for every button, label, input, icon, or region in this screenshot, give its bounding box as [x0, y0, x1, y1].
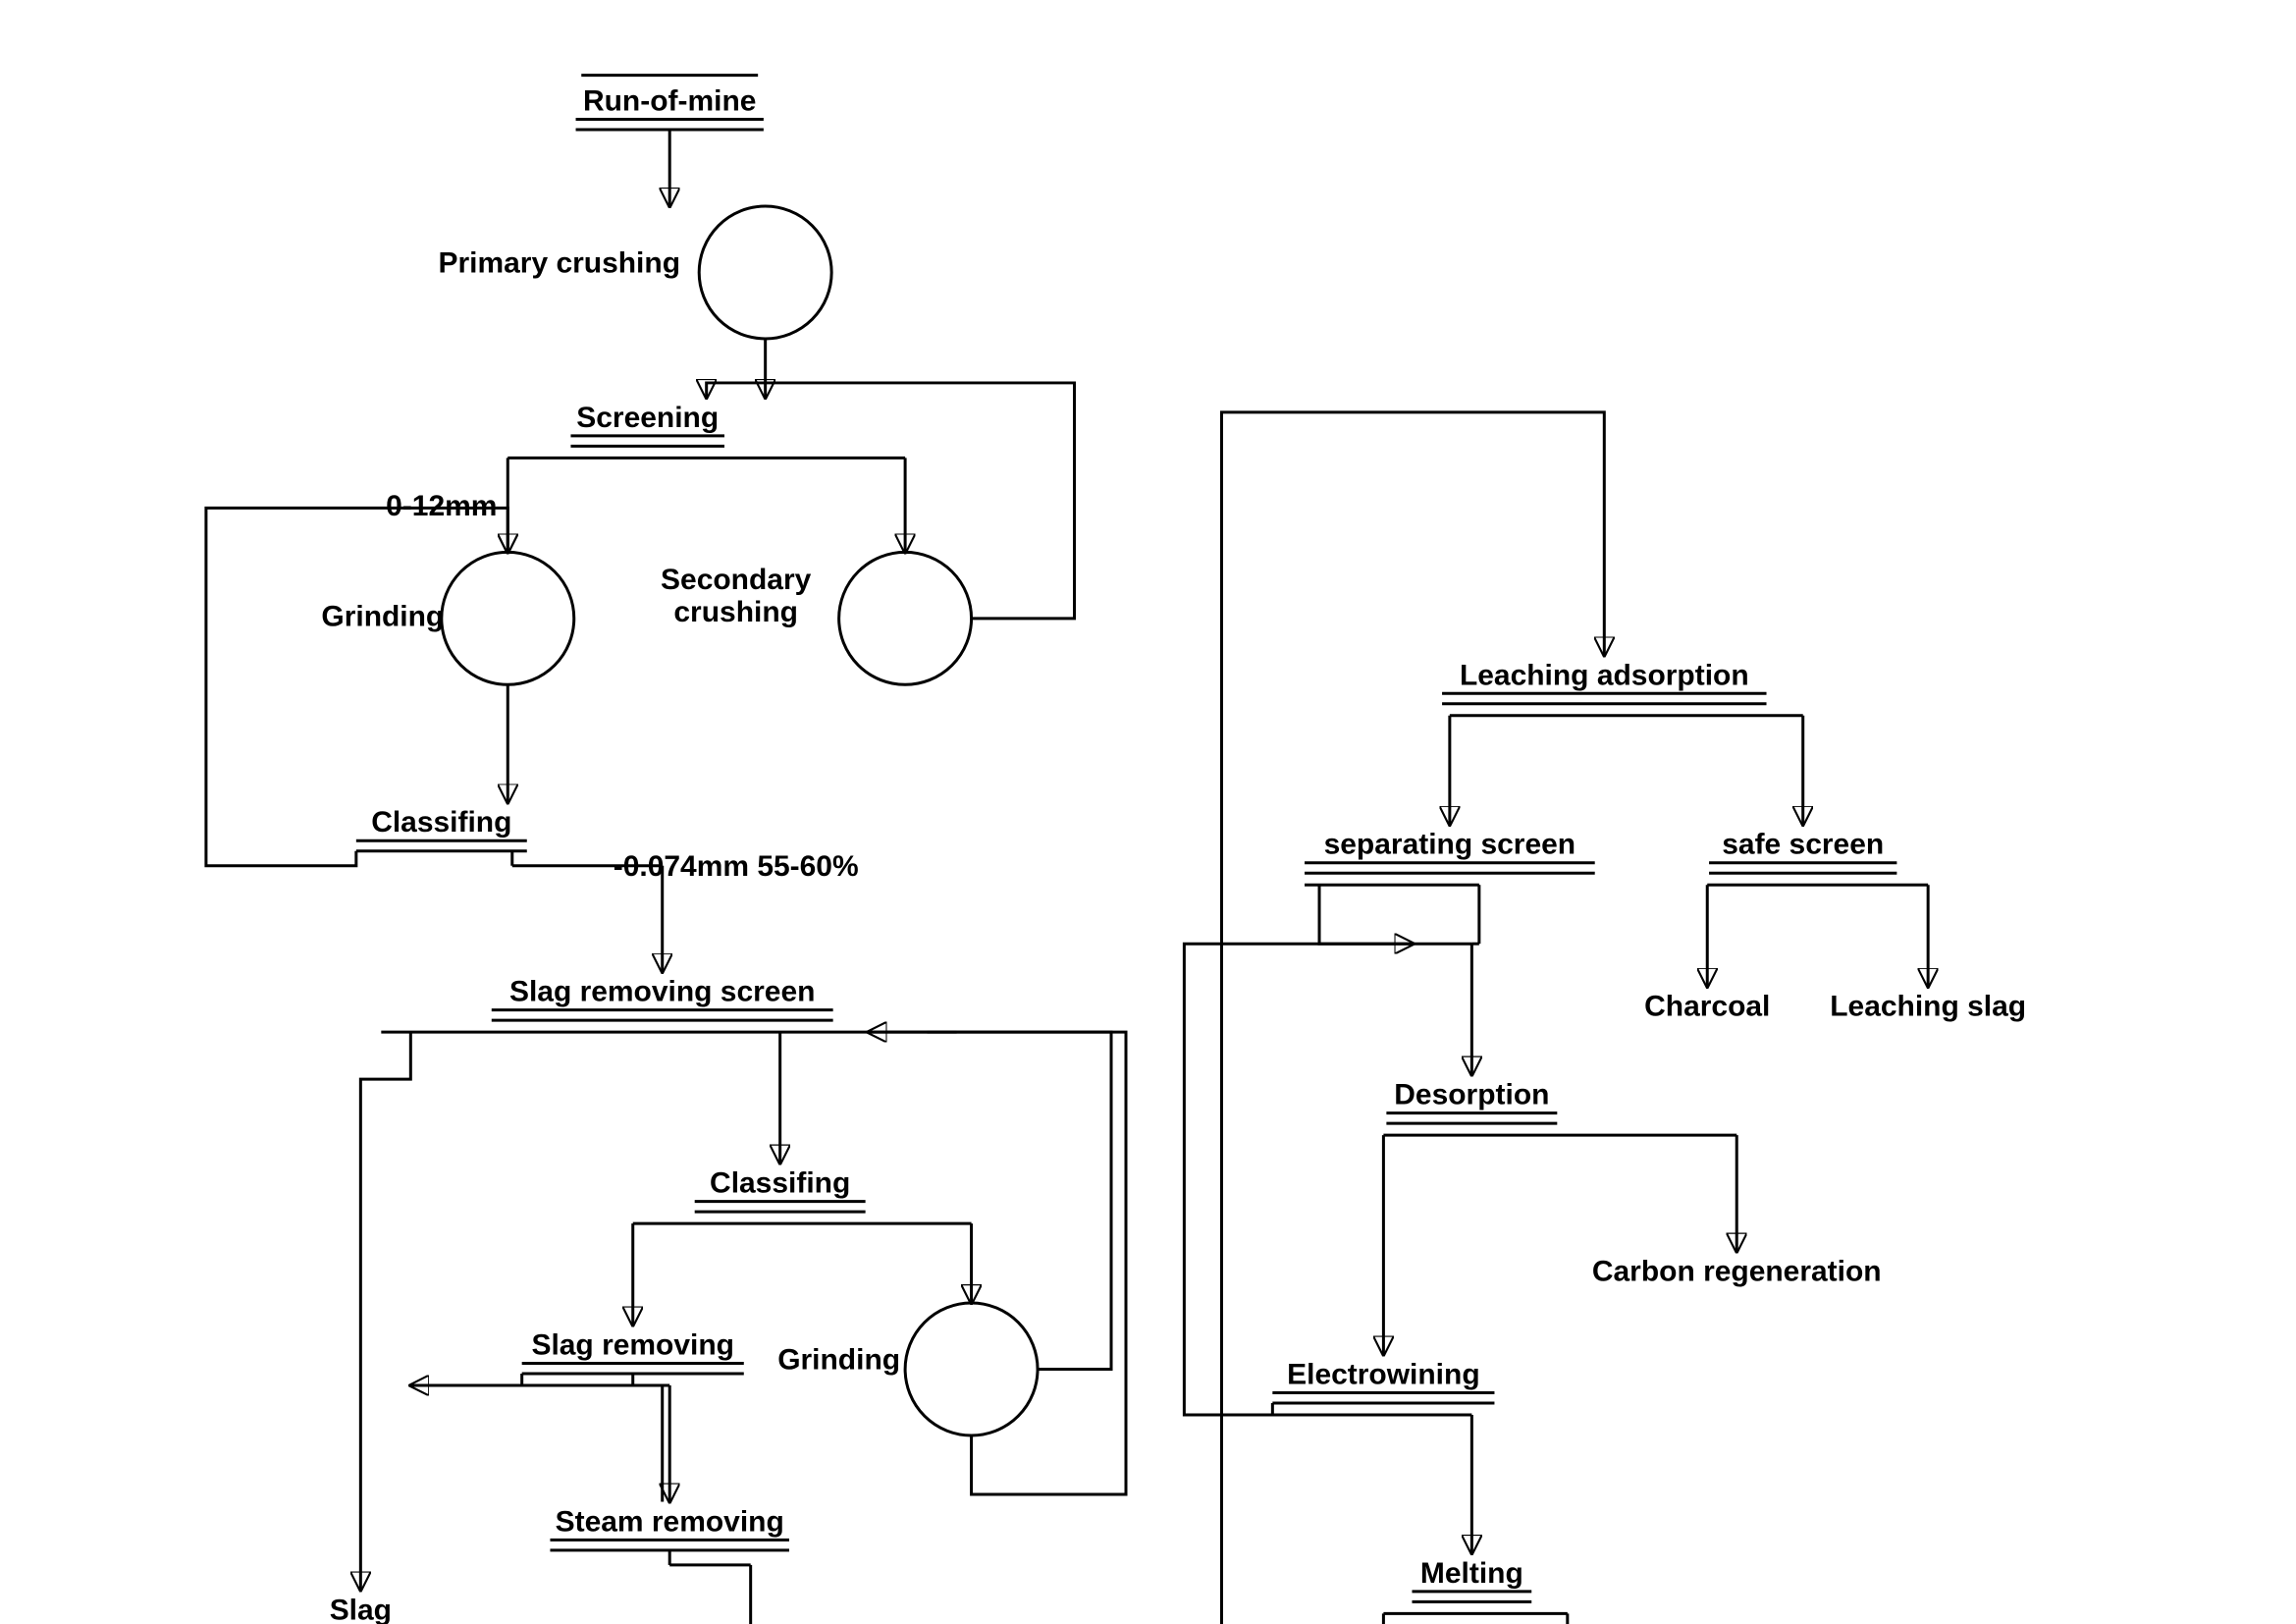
svg-text:Desorption: Desorption	[1394, 1079, 1549, 1111]
svg-text:Secondarycrushing: Secondarycrushing	[661, 564, 812, 628]
node-safe_screen: safe screen	[1709, 829, 1896, 873]
svg-text:Melting: Melting	[1420, 1557, 1523, 1590]
node-grinding1_c	[442, 552, 574, 684]
node-sec_crush_lbl: Secondarycrushing	[661, 564, 812, 628]
svg-text:-0.074mm 55-60%: -0.074mm 55-60%	[614, 850, 859, 883]
svg-text:Carbon regeneration: Carbon regeneration	[1592, 1256, 1882, 1288]
node-classifying2: Classifing	[695, 1167, 866, 1212]
svg-text:Classifing: Classifing	[710, 1167, 850, 1200]
node-grinding2_lbl: Grinding	[777, 1344, 900, 1377]
process-flowchart: Run-of-mine Primary crushing Screening 0-12…	[0, 0, 2296, 1624]
edges	[206, 130, 1928, 1624]
svg-text:Leaching adsorption: Leaching adsorption	[1460, 659, 1749, 691]
svg-text:Grinding: Grinding	[321, 600, 444, 632]
svg-text:Slag: Slag	[330, 1594, 392, 1624]
node-sep_screen: separating screen	[1305, 829, 1595, 873]
nodes: Run-of-mine Primary crushing Screening 0-12…	[321, 76, 2026, 1624]
node-leach_slag: Leaching slag	[1830, 991, 2026, 1023]
node-run_of_mine: Run-of-mine	[576, 85, 764, 130]
svg-text:Primary crushing: Primary crushing	[439, 246, 681, 279]
node-primary_crush_c	[699, 206, 831, 339]
svg-text:Run-of-mine: Run-of-mine	[583, 85, 756, 118]
node-grinding2_c	[905, 1303, 1038, 1435]
node-desorption: Desorption	[1386, 1079, 1557, 1123]
node-size_74: -0.074mm 55-60%	[614, 850, 859, 883]
node-primary_crush_lbl: Primary crushing	[439, 246, 681, 279]
svg-text:Leaching slag: Leaching slag	[1830, 991, 2026, 1023]
svg-text:Slag removing screen: Slag removing screen	[509, 976, 815, 1008]
svg-text:safe screen: safe screen	[1722, 829, 1884, 861]
svg-text:Steam removing: Steam removing	[556, 1505, 784, 1538]
node-screening: Screening	[570, 402, 724, 446]
node-grinding1_lbl: Grinding	[321, 600, 444, 632]
svg-text:Charcoal: Charcoal	[1644, 991, 1770, 1023]
svg-text:Electrowining: Electrowining	[1287, 1359, 1479, 1391]
svg-text:separating screen: separating screen	[1324, 829, 1576, 861]
svg-text:0-12mm: 0-12mm	[386, 490, 497, 522]
node-slag_removing: Slag removing	[522, 1329, 744, 1374]
node-charcoal: Charcoal	[1644, 991, 1770, 1023]
node-sec_crush_c	[839, 552, 972, 684]
node-slag_rem_screen: Slag removing screen	[492, 976, 833, 1020]
node-electrowining: Electrowining	[1272, 1359, 1494, 1403]
node-carbon_regen: Carbon regeneration	[1592, 1256, 1882, 1288]
node-melting: Melting	[1412, 1557, 1531, 1601]
svg-text:Slag removing: Slag removing	[531, 1329, 734, 1362]
node-steam_removing: Steam removing	[550, 1505, 788, 1549]
node-size_0_12: 0-12mm	[386, 490, 497, 522]
svg-text:Grinding: Grinding	[777, 1344, 900, 1377]
node-classifying1: Classifing	[356, 806, 527, 850]
node-slag_out: Slag	[330, 1594, 392, 1624]
svg-text:Screening: Screening	[576, 402, 719, 434]
node-leaching_ads: Leaching adsorption	[1442, 659, 1766, 703]
svg-text:Classifing: Classifing	[371, 806, 511, 839]
